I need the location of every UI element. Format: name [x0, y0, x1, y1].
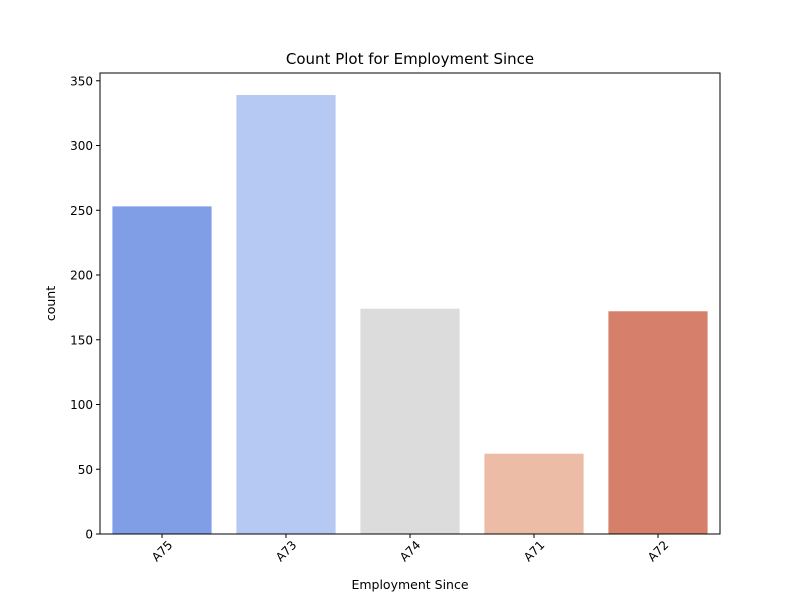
x-axis-label: Employment Since — [351, 577, 468, 592]
bar-a74 — [360, 308, 460, 534]
bar-group — [112, 95, 708, 535]
plot-frame — [99, 72, 721, 535]
y-tick-label: 150 — [70, 333, 93, 347]
chart-title: Count Plot for Employment Since — [286, 50, 534, 68]
y-tick-label: 100 — [70, 398, 93, 412]
y-tick-label: 200 — [70, 269, 93, 283]
y-axis: 0 50 100 150 200 250 300 350 — [70, 74, 100, 542]
y-tick-label: 350 — [70, 74, 93, 88]
y-tick-label: 300 — [70, 139, 93, 153]
bar-a72 — [608, 311, 708, 534]
y-tick-label: 250 — [70, 204, 93, 218]
y-tick-label: 0 — [85, 528, 93, 542]
bar-a73 — [236, 95, 336, 535]
y-tick-label: 50 — [78, 463, 93, 477]
bar-a75 — [112, 206, 212, 534]
y-axis-label: count — [43, 286, 58, 321]
bar-a71 — [484, 453, 584, 534]
